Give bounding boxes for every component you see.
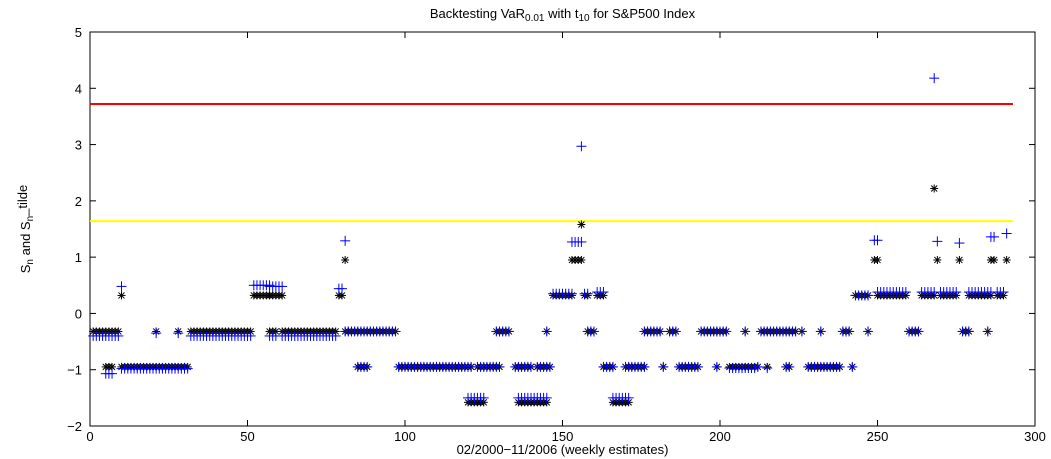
plus-marker — [576, 236, 587, 247]
y-tick-label: 5 — [75, 25, 82, 40]
star-marker — [117, 291, 126, 300]
star-marker — [990, 255, 999, 264]
plus-marker — [982, 326, 993, 337]
y-axis-label: Sn and Sn_tilde — [15, 185, 36, 273]
plus-marker — [998, 287, 1009, 298]
plus-marker — [863, 290, 874, 301]
y-tick-label: −1 — [67, 363, 82, 378]
plus-marker — [503, 326, 514, 337]
x-tick-label: 100 — [394, 429, 416, 444]
plus-marker — [173, 328, 184, 339]
plus-marker — [182, 363, 193, 374]
plus-marker — [658, 361, 669, 372]
plus-marker — [929, 73, 940, 84]
star-marker — [278, 291, 287, 300]
tick-marks — [89, 31, 1036, 427]
star-marker — [955, 255, 964, 264]
plus-marker — [834, 361, 845, 372]
plus-marker — [796, 326, 807, 337]
plus-marker — [337, 283, 347, 294]
plus-marker — [951, 287, 962, 298]
plus-marker — [107, 368, 118, 379]
chart-title: Backtesting VaR0.01 with t10 for S&P500 … — [430, 6, 696, 24]
plus-marker — [844, 326, 855, 337]
y-tick-label: 2 — [75, 194, 82, 209]
plus-marker — [989, 231, 1000, 242]
plus-marker — [863, 326, 874, 337]
plus-marker — [245, 330, 256, 341]
plus-marker — [576, 141, 587, 152]
plus-marker — [598, 287, 609, 298]
plus-marker — [711, 361, 722, 372]
x-tick-label: 150 — [552, 429, 574, 444]
plus-marker — [340, 235, 351, 246]
x-tick-label: 50 — [240, 429, 254, 444]
plus-marker — [116, 281, 127, 292]
plus-marker — [277, 281, 288, 292]
plot-frame — [89, 31, 1036, 427]
plus-marker — [589, 326, 599, 337]
plus-marker — [655, 326, 666, 337]
plus-marker — [582, 288, 593, 299]
x-tick-label: 0 — [86, 429, 93, 444]
plus-marker — [963, 326, 974, 337]
plus-marker — [1001, 228, 1012, 239]
plus-marker — [932, 236, 943, 247]
star-marker — [341, 255, 350, 264]
plus-marker — [784, 361, 795, 372]
plus-marker — [740, 326, 751, 337]
x-tick-label: 300 — [1024, 429, 1046, 444]
plus-marker — [541, 392, 552, 403]
plus-marker — [478, 392, 489, 403]
star-marker — [933, 255, 942, 264]
plus-marker — [721, 326, 732, 337]
plus-marker — [913, 326, 924, 337]
plot-area — [89, 31, 1036, 427]
plus-marker — [639, 361, 650, 372]
threshold-lines — [90, 103, 1013, 223]
plus-marker — [847, 361, 858, 372]
tick-labels: 0 50 100 150 200 250 300 −2 −1 0 1 2 3 4 5 — [67, 25, 1046, 444]
plus-marker — [762, 363, 773, 374]
star-marker — [577, 220, 586, 229]
plus-marker — [113, 330, 124, 341]
y-tick-label: −2 — [67, 419, 82, 434]
plus-marker — [692, 361, 703, 372]
plus-marker — [330, 330, 341, 341]
star-marker — [577, 255, 586, 264]
y-tick-label: 0 — [75, 306, 82, 321]
plus-marker — [607, 361, 618, 372]
plus-marker — [815, 326, 826, 337]
plus-marker — [544, 361, 555, 372]
plus-marker — [494, 361, 505, 372]
plus-marker — [752, 361, 763, 372]
plus-marker — [362, 361, 373, 372]
x-tick-label: 250 — [867, 429, 889, 444]
plus-marker — [566, 288, 577, 299]
plus-marker — [390, 326, 401, 337]
star-marker — [1002, 255, 1011, 264]
x-tick-label: 200 — [709, 429, 731, 444]
star-marker — [930, 184, 939, 193]
plus-marker — [623, 392, 634, 403]
plus-marker — [151, 328, 162, 339]
plus-marker — [900, 287, 911, 298]
x-axis-label: 02/2000−11/2006 (weekly estimates) — [457, 442, 669, 457]
plus-series — [88, 73, 1012, 403]
plus-marker — [670, 326, 681, 337]
plus-marker — [954, 238, 965, 249]
y-tick-label: 4 — [75, 81, 82, 96]
star-marker — [873, 255, 882, 264]
y-tick-label: 1 — [75, 250, 82, 265]
y-tick-label: 3 — [75, 138, 82, 153]
plus-marker — [872, 235, 883, 246]
plus-marker — [541, 326, 552, 337]
